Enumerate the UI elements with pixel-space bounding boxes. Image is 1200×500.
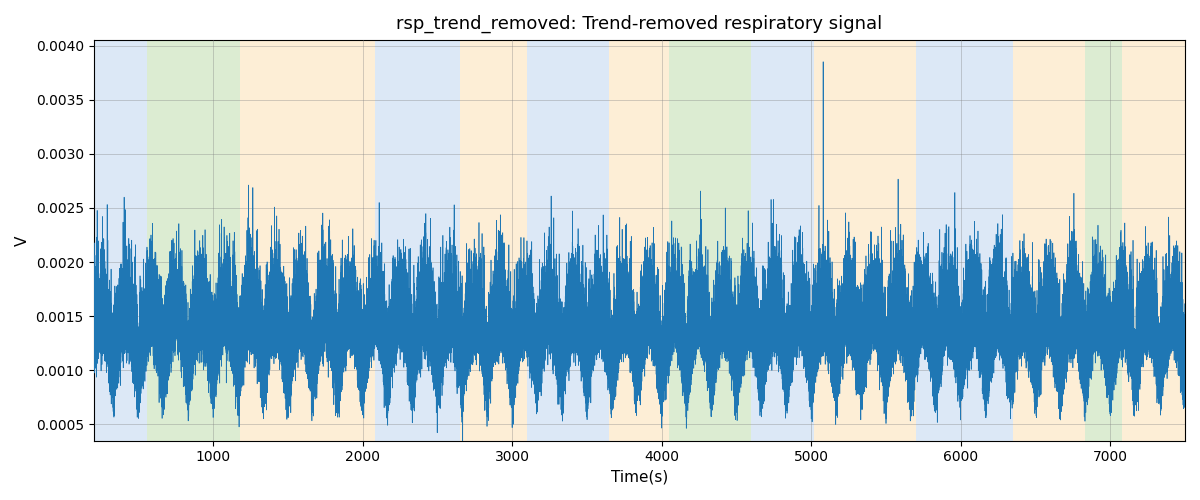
Bar [1122, 40, 1184, 440]
Bar [460, 40, 527, 440]
Bar [610, 40, 670, 440]
Bar [527, 40, 610, 440]
Bar [374, 40, 460, 440]
Bar [148, 40, 240, 440]
X-axis label: Time(s): Time(s) [611, 470, 668, 485]
Bar [916, 40, 1013, 440]
Bar [814, 40, 916, 440]
Bar [94, 40, 148, 440]
Bar [1085, 40, 1122, 440]
Bar [1013, 40, 1085, 440]
Bar [751, 40, 814, 440]
Title: rsp_trend_removed: Trend-removed respiratory signal: rsp_trend_removed: Trend-removed respira… [396, 15, 882, 34]
Bar [670, 40, 751, 440]
Y-axis label: V: V [14, 235, 30, 246]
Bar [240, 40, 374, 440]
